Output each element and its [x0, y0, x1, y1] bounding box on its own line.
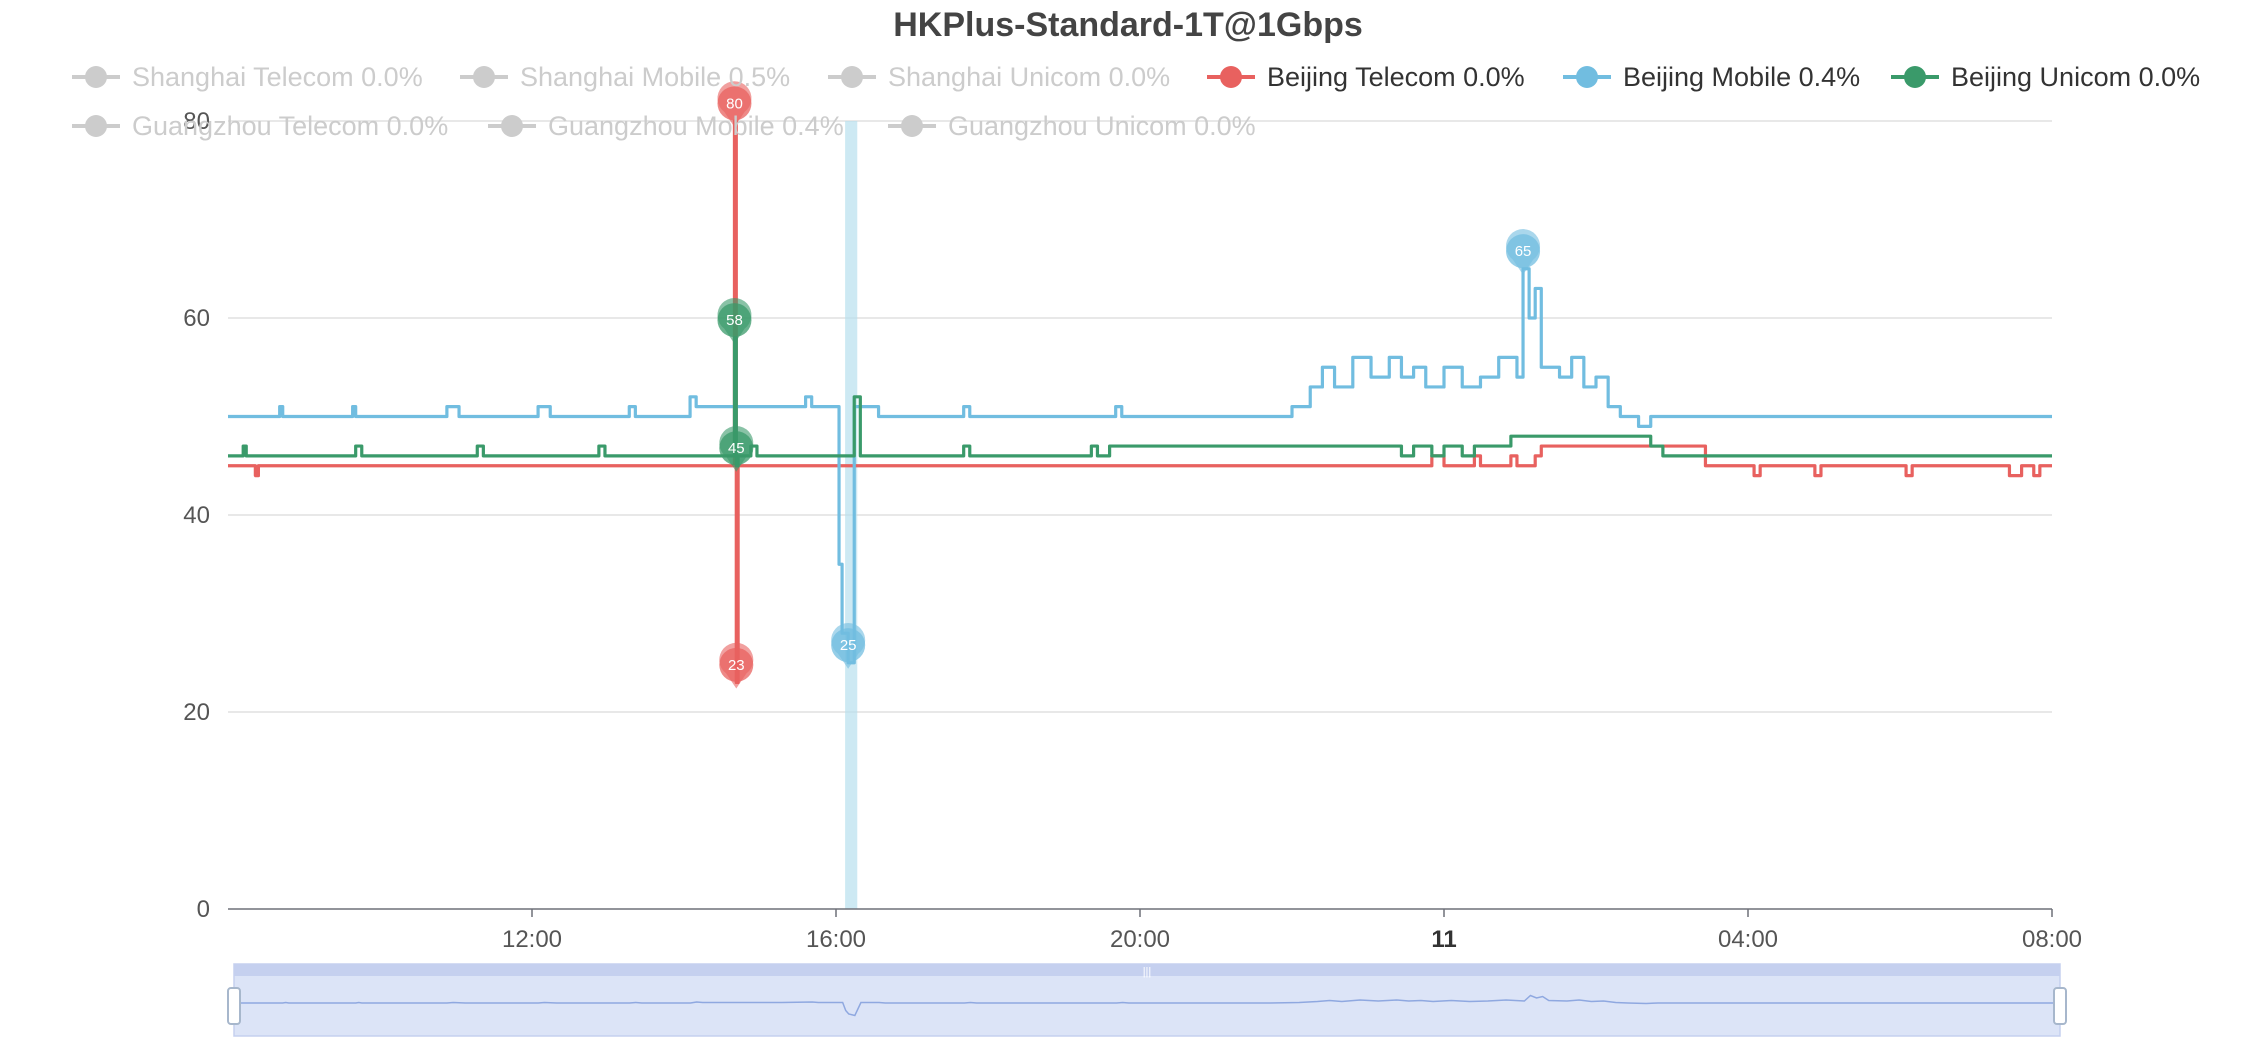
- legend-label: Beijing Mobile 0.4%: [1623, 62, 1860, 92]
- legend-item[interactable]: Beijing Telecom 0.0%: [1207, 62, 1525, 92]
- legend-item[interactable]: Shanghai Unicom 0.0%: [828, 62, 1170, 92]
- legend-dot-icon: [501, 115, 523, 137]
- legend-dot-icon: [1576, 66, 1598, 88]
- data-zoom-slider[interactable]: |||: [227, 963, 2067, 1037]
- marker-pin: 45: [719, 426, 754, 472]
- y-tick-label: 80: [183, 108, 210, 135]
- marker-label: 23: [728, 657, 745, 674]
- zoom-start-handle[interactable]: [227, 987, 241, 1025]
- x-tick-label: 11: [1431, 926, 1456, 953]
- series-line-beijing-mobile: [228, 267, 2052, 665]
- marker-pin: 23: [719, 642, 754, 689]
- legend-dot-icon: [473, 66, 495, 88]
- legend-label: Shanghai Telecom 0.0%: [132, 62, 423, 92]
- x-tick-label: 20:00: [1110, 926, 1170, 953]
- highlight-band: [845, 121, 858, 909]
- legend-label: Shanghai Unicom 0.0%: [888, 62, 1170, 92]
- legend-item[interactable]: Shanghai Mobile 0.5%: [460, 62, 790, 92]
- marker-pin: 65: [1506, 229, 1541, 275]
- legend-dot-icon: [901, 115, 923, 137]
- chart-title: HKPlus-Standard-1T@1Gbps: [893, 6, 1363, 44]
- legend-label: Guangzhou Unicom 0.0%: [948, 111, 1256, 141]
- legend-label: Guangzhou Telecom 0.0%: [132, 111, 448, 141]
- marker-pin: 80: [717, 81, 752, 127]
- marker-layer: 80 23 65 25 58 45: [717, 81, 1541, 689]
- marker-label: 80: [726, 95, 743, 112]
- legend-label: Beijing Unicom 0.0%: [1951, 62, 2200, 92]
- legend-label: Beijing Telecom 0.0%: [1267, 62, 1525, 92]
- y-tick-label: 20: [183, 699, 210, 726]
- legend-dot-icon: [85, 66, 107, 88]
- marker-label: 65: [1515, 243, 1532, 260]
- series-layer: [228, 119, 2052, 685]
- zoom-handle-grip: |||: [1143, 966, 1152, 978]
- legend: Shanghai Telecom 0.0% Shanghai Mobile 0.5…: [72, 62, 2200, 141]
- marker-label: 58: [726, 312, 743, 329]
- legend-dot-icon: [841, 66, 863, 88]
- y-tick-label: 60: [183, 305, 210, 332]
- x-tick-label: 04:00: [1718, 926, 1778, 953]
- series-line-beijing-telecom: [228, 119, 2052, 685]
- y-tick-label: 40: [183, 502, 210, 529]
- zoom-end-handle[interactable]: [2053, 987, 2067, 1025]
- legend-item[interactable]: Guangzhou Mobile 0.4%: [488, 111, 844, 141]
- x-tick-label: 12:00: [502, 926, 562, 953]
- legend-label: Shanghai Mobile 0.5%: [520, 62, 790, 92]
- marker-label: 25: [840, 637, 857, 654]
- x-tick-label: 16:00: [806, 926, 866, 953]
- legend-item[interactable]: Shanghai Telecom 0.0%: [72, 62, 423, 92]
- series-line-beijing-unicom: [228, 336, 2052, 468]
- legend-dot-icon: [85, 115, 107, 137]
- marker-label: 45: [728, 440, 745, 457]
- zoom-move-handle[interactable]: [234, 964, 2060, 976]
- legend-dot-icon: [1220, 66, 1242, 88]
- y-tick-label: 0: [197, 896, 210, 923]
- legend-item[interactable]: Beijing Mobile 0.4%: [1563, 62, 1860, 92]
- marker-pin: 25: [831, 623, 866, 669]
- marker-pin: 58: [717, 298, 752, 344]
- legend-label: Guangzhou Mobile 0.4%: [548, 111, 844, 141]
- legend-item[interactable]: Guangzhou Telecom 0.0%: [72, 111, 448, 141]
- legend-dot-icon: [1904, 66, 1926, 88]
- axes-layer: 0 20 40 60 80 12:00 16:00 20:00 11 04:00 08:00: [183, 108, 2082, 953]
- legend-item[interactable]: Beijing Unicom 0.0%: [1891, 62, 2200, 92]
- x-tick-label: 08:00: [2022, 926, 2082, 953]
- zoom-preview-line: [234, 994, 2060, 1017]
- legend-item[interactable]: Guangzhou Unicom 0.0%: [888, 111, 1256, 141]
- highlight-band-layer: [845, 121, 858, 909]
- grid-lines: [228, 120, 2052, 713]
